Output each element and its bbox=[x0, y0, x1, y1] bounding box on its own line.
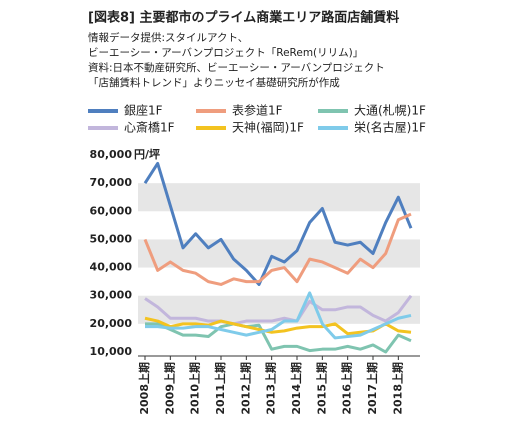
series-line bbox=[143, 161, 413, 286]
series-line bbox=[145, 322, 412, 354]
y-tick-label: 50,000 bbox=[90, 232, 133, 245]
x-tick-label: 2013上期 bbox=[264, 362, 278, 415]
series-line bbox=[144, 294, 413, 326]
x-tick-label: 2016上期 bbox=[340, 362, 354, 415]
y-tick-label: 80,000 bbox=[90, 148, 133, 161]
x-tick-label: 2009上期 bbox=[162, 362, 176, 415]
x-tick-label: 2014上期 bbox=[289, 362, 303, 415]
x-tick-label: 2010上期 bbox=[188, 362, 202, 415]
series-line bbox=[143, 212, 412, 286]
grid-band bbox=[138, 183, 420, 212]
legend-label: 心斎橋1F bbox=[124, 120, 175, 135]
x-tick-label: 2017上期 bbox=[365, 362, 379, 415]
y-tick-label: 40,000 bbox=[90, 261, 133, 274]
note: 「店舗賃料トレンド」よりニッセイ基礎研究所が作成 bbox=[88, 76, 340, 89]
x-tick-label: 2012上期 bbox=[238, 362, 252, 415]
legend-label: 銀座1F bbox=[124, 103, 163, 118]
legend-label: 表参道1F bbox=[232, 103, 283, 118]
y-tick-label: 20,000 bbox=[90, 317, 133, 330]
legend-label: 大通(札幌)1F bbox=[354, 103, 426, 118]
y-tick-label: 30,000 bbox=[90, 289, 133, 302]
y-axis-label: 円/坪 bbox=[134, 148, 160, 161]
x-tick-label: 2018上期 bbox=[390, 362, 404, 415]
note: 資料:日本不動産研究所、ビーエーシー・アーバンプロジェクト bbox=[88, 61, 385, 74]
x-tick-label: 2008上期 bbox=[137, 362, 151, 415]
x-tick-label: 2015上期 bbox=[314, 362, 328, 415]
legend-label: 天神(福岡)1F bbox=[232, 120, 304, 135]
y-tick-label: 70,000 bbox=[90, 176, 133, 189]
series-line bbox=[145, 291, 412, 340]
legend-label: 栄(名古屋)1F bbox=[354, 120, 426, 135]
note: 情報データ提供:スタイルアクト、 bbox=[88, 31, 248, 44]
chart-title: [図表8] 主要都市のプライム商業エリア路面店舗賃料 bbox=[88, 10, 399, 26]
y-tick-label: 60,000 bbox=[90, 204, 133, 217]
note: ビーエーシー・アーバンプロジェクト「ReRem(リリム)」 bbox=[88, 47, 363, 59]
y-tick-label: 10,000 bbox=[90, 345, 133, 358]
x-tick-label: 2011上期 bbox=[213, 362, 227, 415]
